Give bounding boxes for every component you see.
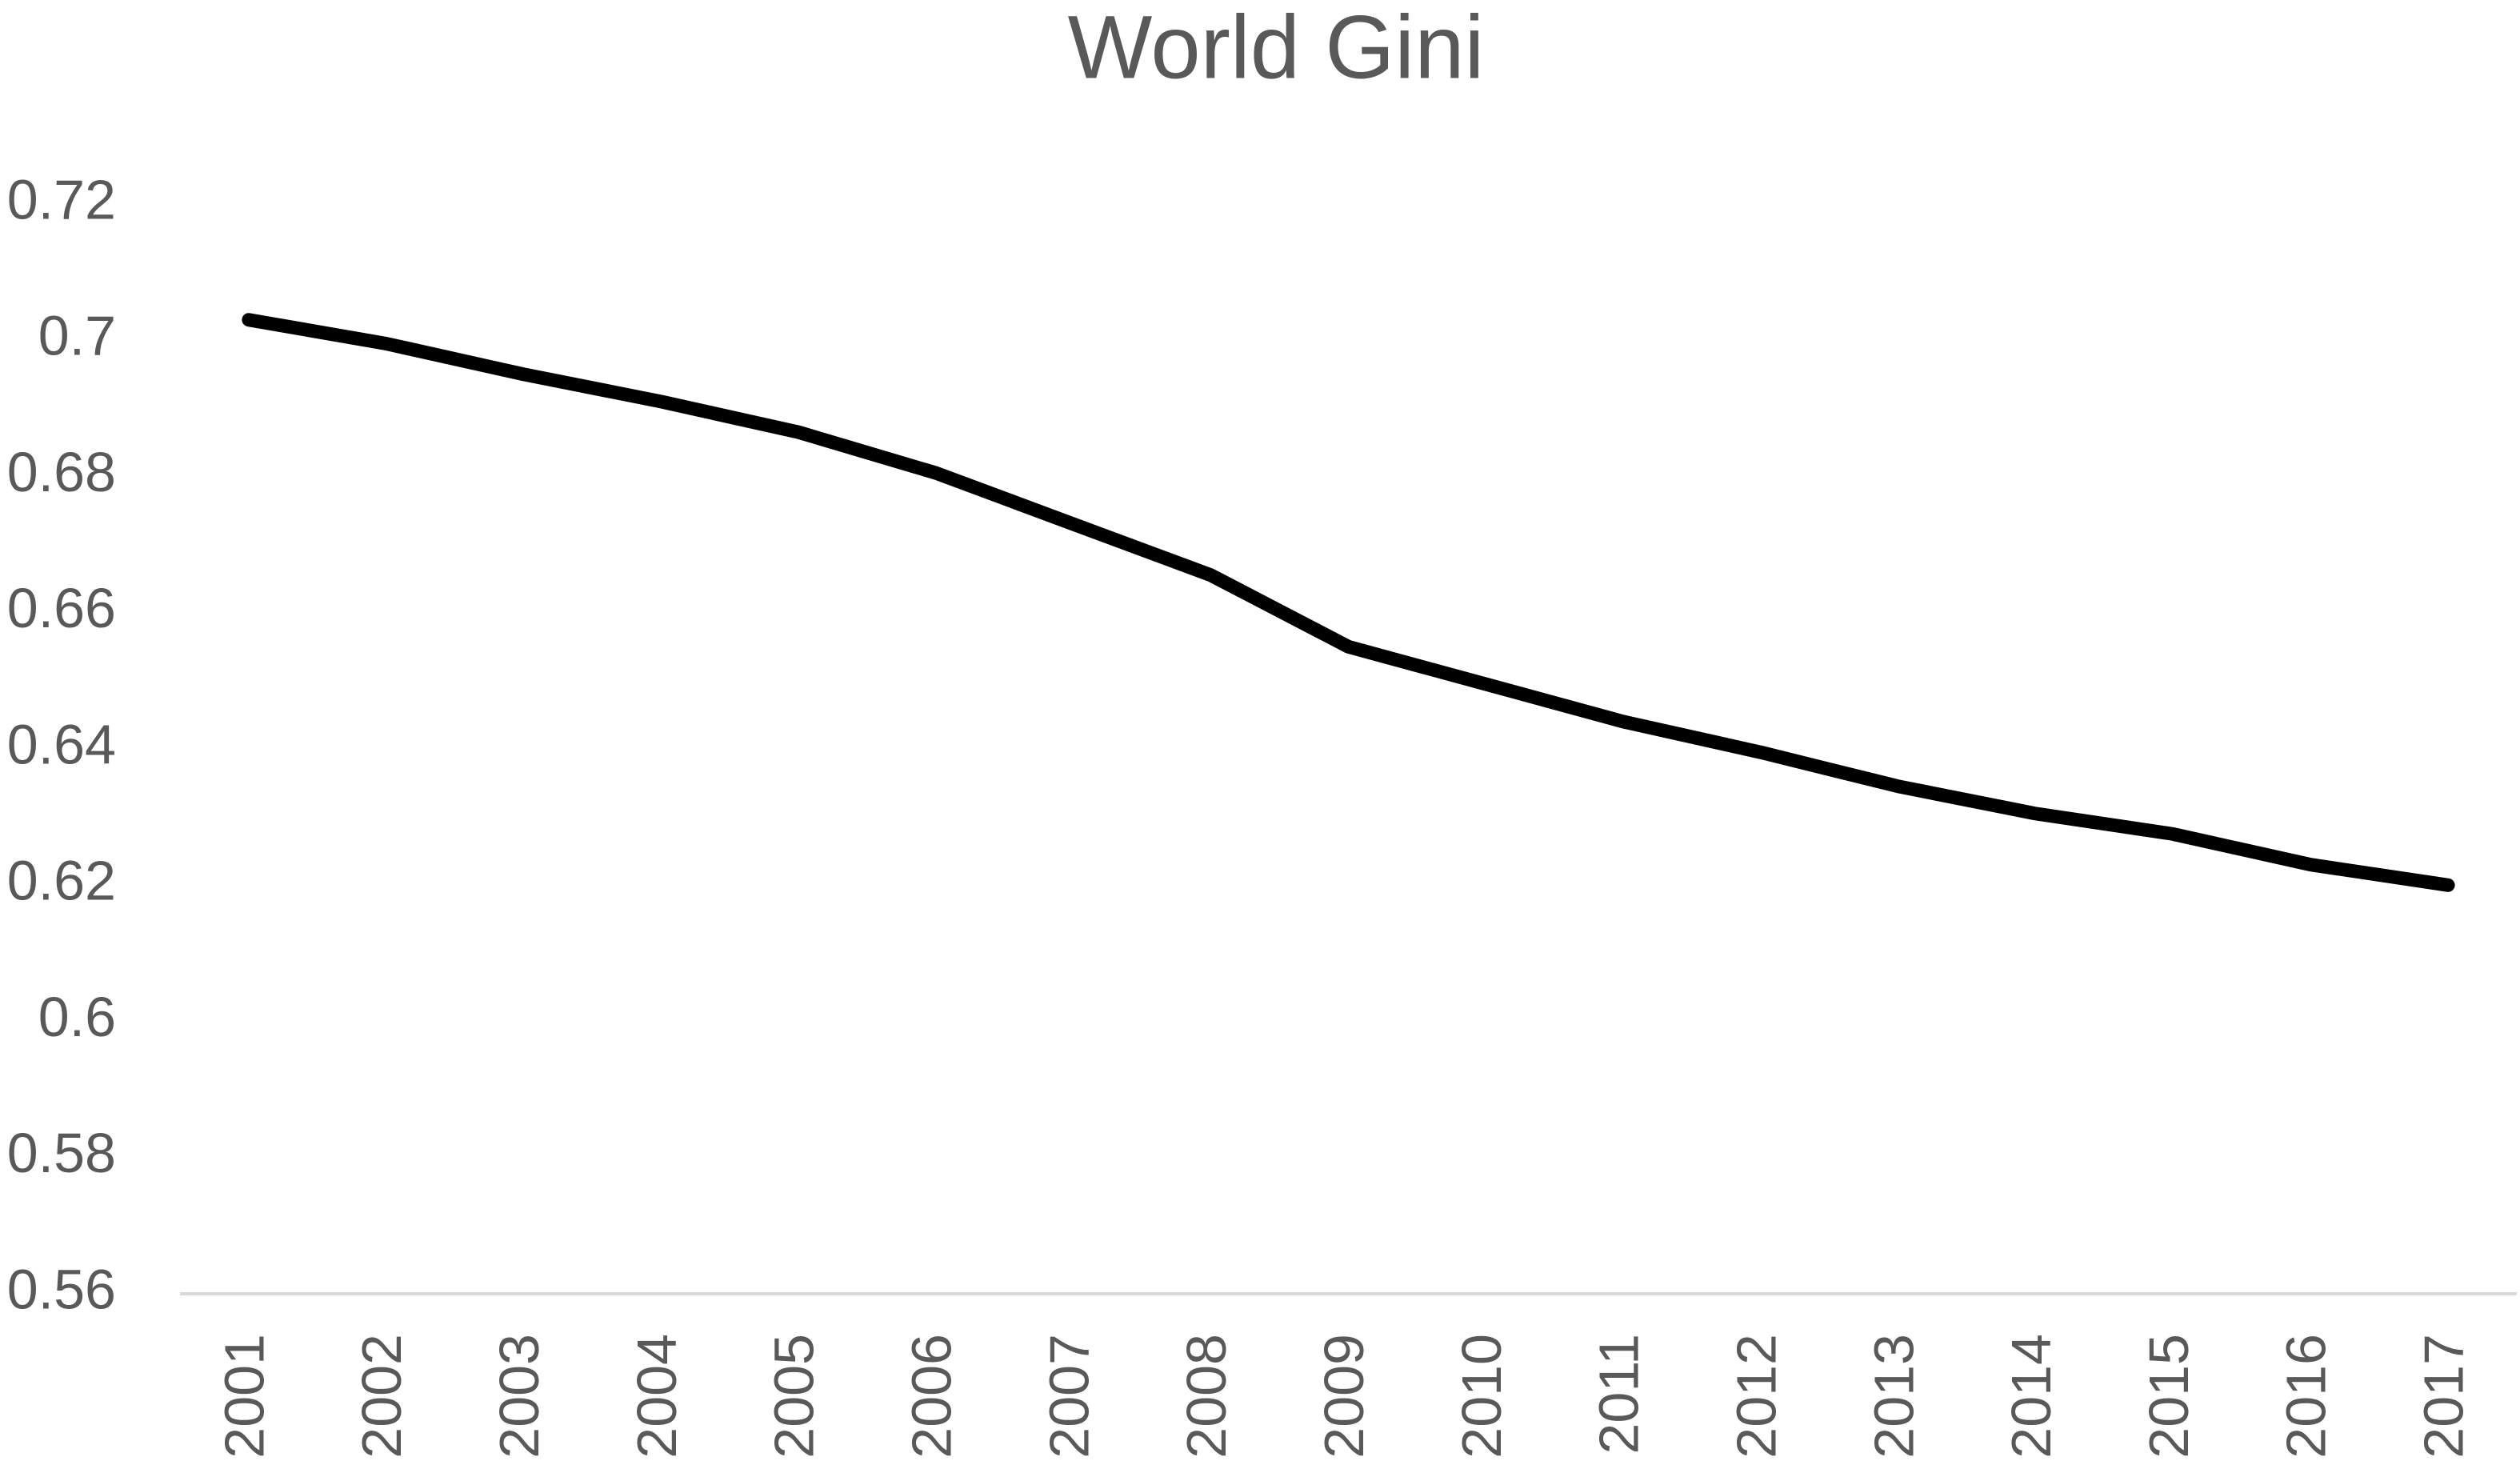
x-tick-label: 2015 (2138, 1334, 2200, 1459)
x-tick-label: 2005 (763, 1334, 826, 1459)
y-tick-label: 0.62 (7, 850, 116, 912)
y-tick-label: 0.58 (7, 1122, 116, 1184)
y-tick-label: 0.66 (7, 577, 116, 639)
y-tick-label: 0.72 (7, 168, 116, 230)
x-tick-label: 2003 (488, 1334, 550, 1459)
x-tick-label: 2017 (2413, 1334, 2475, 1459)
y-tick-label: 0.7 (38, 305, 116, 367)
x-tick-label: 2016 (2275, 1334, 2338, 1459)
y-tick-label: 0.68 (7, 441, 116, 503)
chart-title: World Gini (1068, 0, 1485, 98)
x-tick-label: 2004 (626, 1334, 688, 1459)
y-tick-label: 0.56 (7, 1258, 116, 1320)
x-tick-label: 2010 (1450, 1334, 1513, 1459)
x-tick-label: 2007 (1038, 1334, 1100, 1459)
data-line (242, 313, 2455, 892)
x-tick-label: 2013 (1862, 1334, 1925, 1459)
x-tick-label: 2002 (350, 1334, 413, 1459)
x-tick-label: 2012 (1725, 1334, 1787, 1459)
x-tick-label: 2006 (901, 1334, 963, 1459)
y-tick-label: 0.64 (7, 713, 116, 775)
x-tick-label: 2014 (2000, 1334, 2062, 1459)
x-tick-label: 2001 (213, 1334, 275, 1459)
x-tick-label: 2009 (1313, 1334, 1375, 1459)
x-tick-label: 2011 (1588, 1334, 1650, 1455)
x-tick-label: 2008 (1175, 1334, 1238, 1459)
y-tick-label: 0.6 (38, 986, 116, 1048)
